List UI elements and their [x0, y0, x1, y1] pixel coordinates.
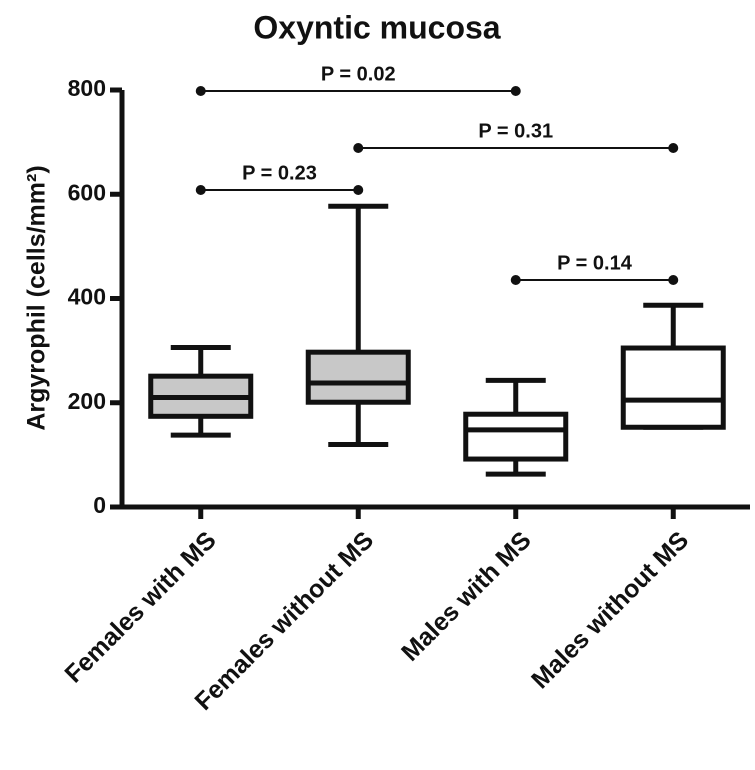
comparison-end: [195, 185, 206, 195]
box: [305, 349, 411, 405]
comparison-label: P = 0.31: [478, 120, 553, 142]
box: [620, 345, 726, 430]
y-tick-label: 400: [68, 284, 106, 310]
x-tick-label: Males with MS: [396, 526, 537, 667]
x-tick-label: Females with MS: [59, 526, 221, 688]
y-tick-label: 800: [68, 75, 106, 101]
y-axis-label: Argyrophil (cells/mm²): [23, 165, 51, 430]
comparison-end: [353, 185, 364, 195]
comparison-end: [353, 143, 364, 153]
chart-title: Oxyntic mucosa: [253, 9, 500, 45]
y-tick-label: 200: [68, 388, 106, 414]
y-tick-label: 600: [68, 179, 106, 205]
box: [463, 411, 569, 462]
comparison-label: P = 0.23: [242, 162, 317, 184]
x-tick-label: Males without MS: [526, 526, 694, 694]
comparison-label: P = 0.02: [321, 63, 396, 85]
comparison-end: [195, 86, 206, 96]
comparison-end: [668, 143, 679, 153]
x-tick-label: Females without MS: [189, 526, 379, 716]
comparison-label: P = 0.14: [557, 252, 633, 274]
comparison-end: [510, 275, 521, 285]
comparison-end: [668, 275, 679, 285]
comparison-end: [510, 86, 521, 96]
y-tick-label: 0: [93, 492, 106, 518]
